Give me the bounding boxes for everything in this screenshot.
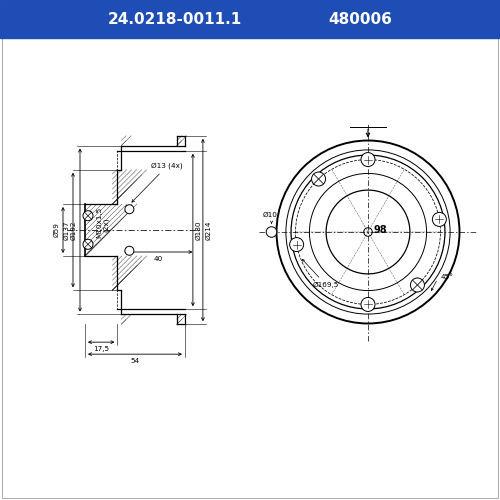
Circle shape: [410, 278, 424, 292]
Text: Ø214: Ø214: [206, 220, 212, 240]
Text: Ø10: Ø10: [263, 212, 278, 218]
Circle shape: [125, 204, 134, 214]
Circle shape: [361, 298, 375, 312]
Text: Ø192: Ø192: [71, 220, 77, 240]
Text: Ø59: Ø59: [54, 222, 60, 238]
Text: Ø137: Ø137: [64, 220, 70, 240]
Circle shape: [83, 240, 93, 250]
Circle shape: [312, 172, 326, 186]
Circle shape: [432, 212, 446, 226]
Text: Ø180: Ø180: [196, 220, 202, 240]
Text: Ø169,5: Ø169,5: [302, 260, 340, 288]
Text: (2x): (2x): [103, 218, 109, 232]
Text: 24.0218-0011.1: 24.0218-0011.1: [108, 12, 242, 26]
Circle shape: [125, 246, 134, 256]
Circle shape: [361, 152, 375, 166]
Text: M10x1,5: M10x1,5: [96, 206, 102, 238]
Circle shape: [266, 226, 277, 237]
Bar: [0, 0, 500, 38]
Text: 480006: 480006: [328, 12, 392, 26]
Text: 98: 98: [373, 225, 387, 235]
Text: 45°: 45°: [440, 274, 454, 280]
Text: Ø13 (4x): Ø13 (4x): [132, 162, 183, 202]
Text: 40: 40: [154, 256, 163, 262]
Circle shape: [290, 238, 304, 252]
Text: 17,5: 17,5: [93, 346, 109, 352]
Text: 54: 54: [130, 358, 140, 364]
Circle shape: [83, 210, 93, 220]
